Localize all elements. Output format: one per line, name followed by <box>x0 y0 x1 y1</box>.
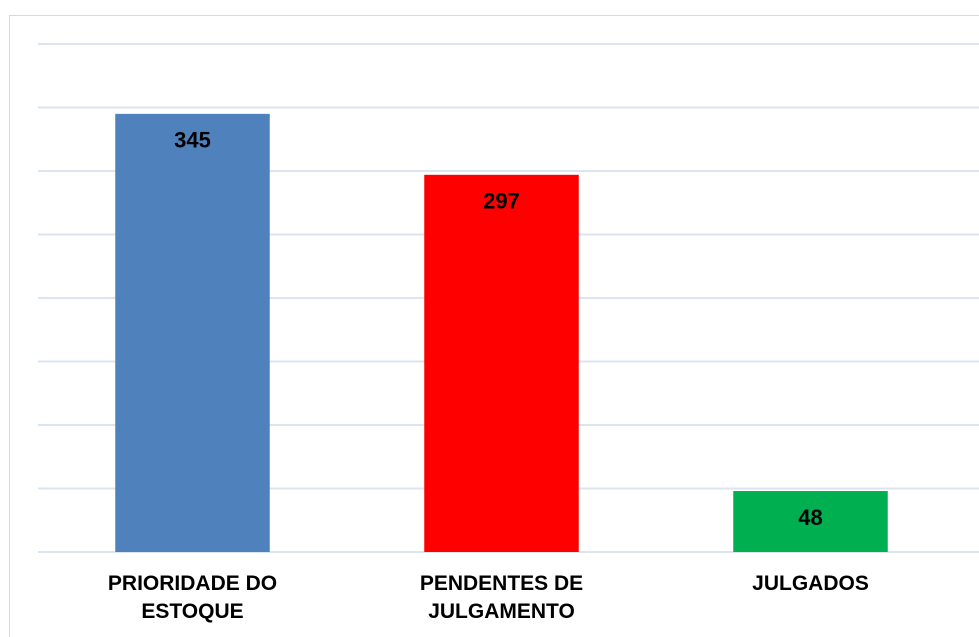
bar <box>733 491 888 552</box>
x-tick-label: PRIORIDADE DO ESTOQUE <box>108 572 277 623</box>
bar <box>424 174 579 552</box>
x-tick-label: JULGADOS <box>752 572 869 595</box>
data-label: 345 <box>174 128 211 153</box>
data-label: 297 <box>483 189 520 214</box>
bar <box>115 113 270 552</box>
data-label: 48 <box>798 505 822 530</box>
x-tick-label: PENDENTES DE JULGAMENTO <box>420 572 583 623</box>
